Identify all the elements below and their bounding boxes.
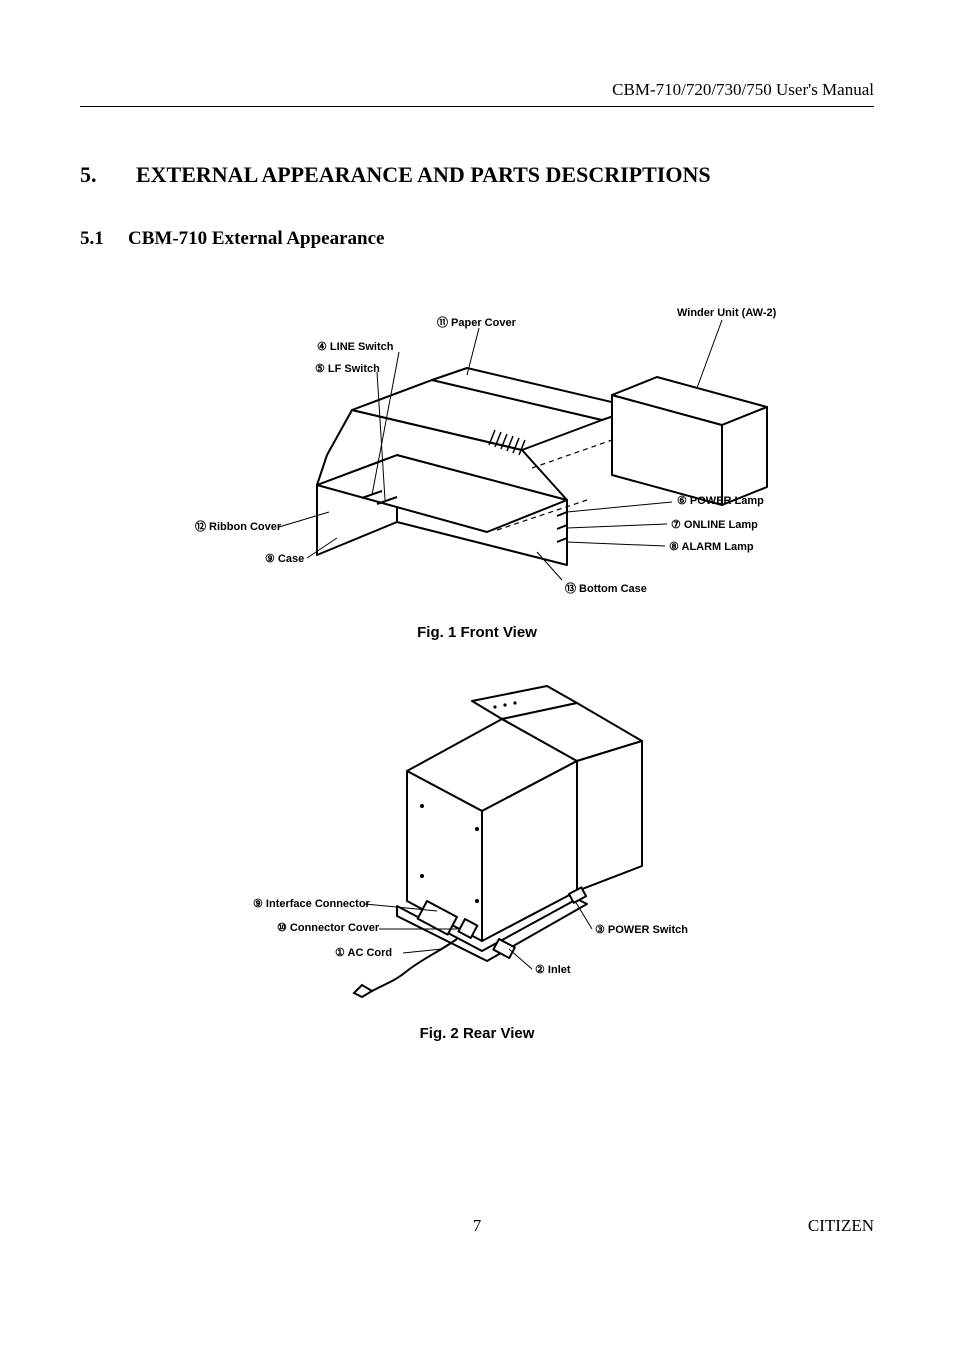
- figure-2-svg: ⑨ Interface Connector ⑩ Connector Cover …: [247, 671, 707, 1011]
- page-number: 7: [473, 1216, 482, 1236]
- winder-label: Winder Unit (AW-2): [677, 307, 777, 319]
- subsection-number: 5.1: [80, 228, 128, 250]
- alarm-lamp-label: ⑧ ALARM Lamp: [669, 541, 754, 553]
- bottom-case-label: ⑬ Bottom Case: [565, 581, 647, 595]
- section-number: 5.: [80, 162, 136, 188]
- page-content: CBM-710/720/730/750 User's Manual 5.EXTE…: [80, 80, 874, 1072]
- subsection-title: CBM-710 External Appearance: [128, 228, 384, 249]
- ribbon-cover-label: ⑫ Ribbon Cover: [195, 519, 282, 533]
- power-switch-label: ③ POWER Switch: [595, 924, 688, 936]
- power-lamp-label: ⑥ POWER Lamp: [677, 495, 764, 507]
- connector-cover-label: ⑩ Connector Cover: [277, 922, 380, 934]
- line-switch-label: ④ LINE Switch: [317, 341, 394, 353]
- inlet-label: ② Inlet: [535, 964, 571, 976]
- section-heading: 5.EXTERNAL APPEARANCE AND PARTS DESCRIPT…: [80, 162, 874, 188]
- running-header: CBM-710/720/730/750 User's Manual: [80, 80, 874, 100]
- subsection-heading: 5.1CBM-710 External Appearance: [80, 228, 874, 250]
- figure-2-container: ⑨ Interface Connector ⑩ Connector Cover …: [80, 671, 874, 1042]
- figure-2-caption: Fig. 2 Rear View: [80, 1025, 874, 1042]
- header-rule: [80, 106, 874, 107]
- online-lamp-label: ⑦ ONLINE Lamp: [671, 519, 758, 531]
- figure-1-svg: ⑪ Paper Cover ④ LINE Switch ⑤ LF Switch …: [167, 280, 787, 610]
- interface-connector-label: ⑨ Interface Connector: [253, 898, 371, 910]
- footer-brand: CITIZEN: [808, 1216, 874, 1236]
- case-label: ⑨ Case: [265, 553, 304, 565]
- paper-cover-label: ⑪ Paper Cover: [437, 315, 517, 329]
- ac-cord-label: ① AC Cord: [335, 947, 392, 959]
- figure-1-caption: Fig. 1 Front View: [80, 624, 874, 641]
- figure-1-container: ⑪ Paper Cover ④ LINE Switch ⑤ LF Switch …: [80, 280, 874, 641]
- section-title: EXTERNAL APPEARANCE AND PARTS DESCRIPTIO…: [136, 162, 711, 187]
- lf-switch-label: ⑤ LF Switch: [315, 363, 380, 375]
